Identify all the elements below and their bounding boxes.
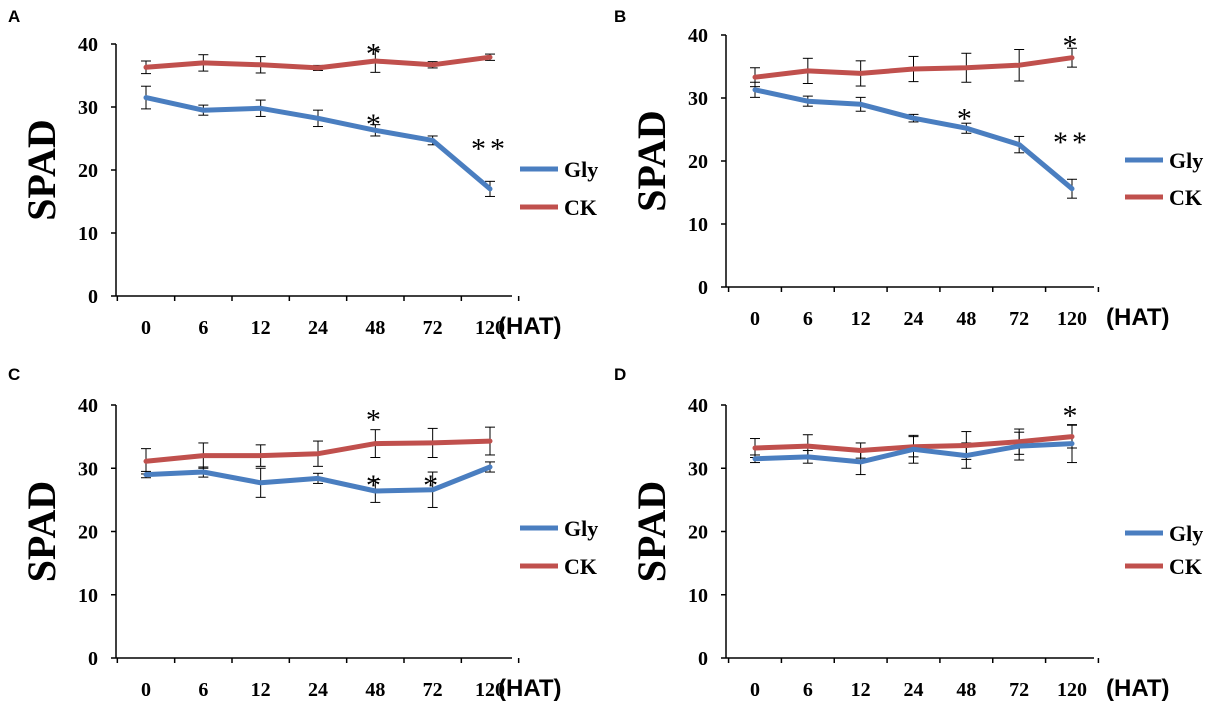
x-tick-label: 48 (956, 679, 976, 701)
series-gly-errorbars (141, 85, 495, 197)
x-tick-label: 72 (423, 679, 443, 701)
significance-marker: * (1063, 400, 1082, 433)
legend: Gly CK (1125, 148, 1203, 210)
x-tick-label: 24 (308, 679, 328, 701)
legend-label-ck: CK (564, 554, 597, 579)
y-tick-label: 10 (78, 585, 98, 607)
x-tick-label: 120 (1057, 679, 1087, 701)
x-tick-label: 24 (904, 308, 924, 330)
y-tick-label: 0 (698, 648, 708, 670)
panel-letter: D (614, 365, 626, 384)
legend-label-gly: Gly (564, 157, 598, 182)
y-tick-label: 40 (688, 395, 708, 417)
x-unit-label: (HAT) (498, 675, 562, 702)
legend-label-gly: Gly (1169, 521, 1203, 546)
x-tick-label: 72 (1009, 308, 1029, 330)
y-tick-label: 30 (688, 458, 708, 480)
chart-panel-c: C 0 10 20 30 40 0 6 12 24 48 72 120(HAT) SPAD * * * Gly CK (8, 365, 598, 702)
y-tick-label: 0 (698, 277, 708, 299)
x-tick-label: 0 (750, 308, 760, 330)
y-tick-label: 30 (78, 97, 98, 119)
series-ck-errorbars (141, 426, 495, 475)
x-unit-label: (HAT) (498, 313, 562, 340)
y-tick-label: 10 (78, 223, 98, 245)
y-axis-label: SPAD (629, 481, 674, 582)
x-unit-label: (HAT) (1106, 304, 1170, 331)
x-tick-label: 12 (251, 679, 271, 701)
x-tick-label: 48 (365, 317, 385, 339)
panel-letter: B (614, 7, 626, 26)
x-tick-label: 6 (198, 317, 208, 339)
series-line-gly (752, 87, 1075, 192)
x-tick-label: 12 (851, 679, 871, 701)
legend: Gly CK (520, 516, 598, 579)
y-axis-label: SPAD (19, 119, 64, 220)
y-tick-label: 20 (78, 522, 98, 544)
significance-marker: ** (471, 132, 509, 165)
x-unit-label: (HAT) (1106, 675, 1170, 702)
legend-label-gly: Gly (564, 516, 598, 541)
x-tick-label: 72 (423, 317, 443, 339)
y-tick-label: 40 (78, 395, 98, 417)
y-tick-label: 20 (78, 160, 98, 182)
significance-marker: * (366, 108, 385, 141)
significance-marker: ** (1053, 126, 1091, 159)
legend-label-ck: CK (564, 195, 597, 220)
x-tick-label: 6 (803, 308, 813, 330)
y-tick-label: 40 (688, 25, 708, 47)
x-tick-label: 12 (851, 308, 871, 330)
x-tick-label: 72 (1009, 679, 1029, 701)
y-tick-label: 10 (688, 214, 708, 236)
y-tick-label: 10 (688, 585, 708, 607)
x-tick-label: 48 (956, 308, 976, 330)
x-tick-label: 6 (803, 679, 813, 701)
x-tick-label: 24 (904, 679, 924, 701)
y-axis-label: SPAD (19, 481, 64, 582)
legend-label-gly: Gly (1169, 148, 1203, 173)
significance-marker: * (366, 37, 385, 70)
significance-marker: * (1063, 30, 1082, 63)
legend: Gly CK (520, 157, 598, 220)
significance-marker: * (423, 469, 442, 502)
y-axis-label: SPAD (629, 110, 674, 211)
y-tick-label: 40 (78, 34, 98, 56)
legend-label-ck: CK (1169, 185, 1202, 210)
chart-panel-d: D 0 10 20 30 40 0 6 12 24 48 72 120 (HAT) SPAD * Gly CK (614, 365, 1203, 702)
y-tick-label: 20 (688, 151, 708, 173)
panel-letter: C (8, 365, 20, 384)
x-tick-label: 24 (308, 317, 328, 339)
y-tick-label: 0 (88, 648, 98, 670)
x-tick-label: 0 (750, 679, 760, 701)
x-tick-label: 48 (365, 679, 385, 701)
x-tick-label: 120 (475, 317, 505, 339)
legend: Gly CK (1125, 521, 1203, 579)
x-tick-label: 120 (475, 679, 505, 701)
x-tick-label: 0 (141, 679, 151, 701)
x-tick-label: 6 (198, 679, 208, 701)
y-tick-label: 0 (88, 286, 98, 308)
legend-label-ck: CK (1169, 554, 1202, 579)
significance-marker: * (366, 469, 385, 502)
x-tick-label: 120 (1057, 308, 1087, 330)
y-tick-label: 30 (78, 458, 98, 480)
x-tick-label: 0 (141, 317, 151, 339)
x-tick-label: 12 (251, 317, 271, 339)
y-tick-label: 20 (688, 522, 708, 544)
panel-letter: A (8, 7, 20, 26)
significance-marker: * (957, 103, 976, 136)
series-line-ck (143, 54, 493, 71)
y-tick-label: 30 (688, 88, 708, 110)
significance-marker: * (366, 403, 385, 436)
